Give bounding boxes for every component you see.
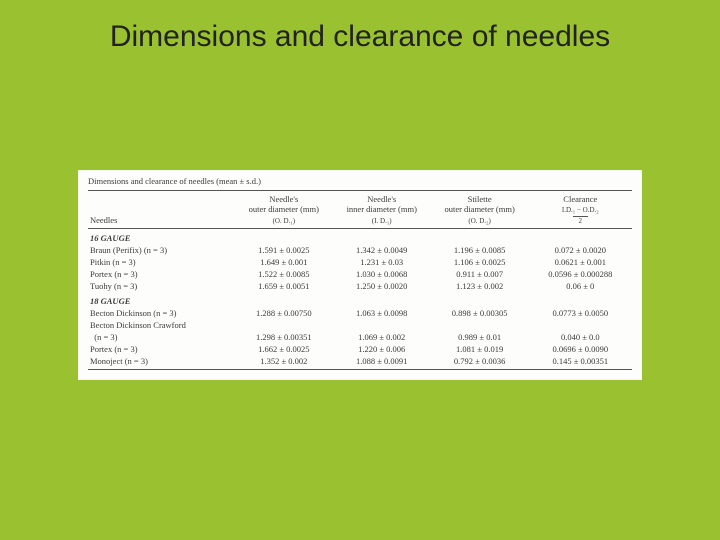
cell-value: 0.0773 ± 0.0050 [529, 307, 632, 319]
col-header-od1: Needle's outer diameter (mm) (O. D.₁) [235, 191, 333, 229]
cell-value: 1.662 ± 0.0025 [235, 343, 333, 355]
row-label: Becton Dickinson Crawford [88, 319, 235, 331]
cell-value: 1.522 ± 0.0085 [235, 268, 333, 280]
col-header-clearance: Clearance I.D.₁ − O.D.₂ 2 [529, 191, 632, 229]
cell-value: 0.911 ± 0.007 [431, 268, 529, 280]
row-label: Portex (n = 3) [88, 268, 235, 280]
section-heading: 16 GAUGE [88, 228, 632, 244]
cell-value: 1.069 ± 0.002 [333, 331, 431, 343]
row-label: Braun (Perifix) (n = 3) [88, 244, 235, 256]
cell-value: 0.06 ± 0 [529, 280, 632, 292]
needle-table: Needles Needle's outer diameter (mm) (O.… [88, 190, 632, 370]
cell-value: 0.0696 ± 0.0090 [529, 343, 632, 355]
cell-value: 1.288 ± 0.00750 [235, 307, 333, 319]
cell-value: 1.591 ± 0.0025 [235, 244, 333, 256]
cell-value: 0.040 ± 0.0 [529, 331, 632, 343]
table-caption: Dimensions and clearance of needles (mea… [88, 176, 632, 186]
cell-value: 1.196 ± 0.0085 [431, 244, 529, 256]
row-label: Becton Dickinson (n = 3) [88, 307, 235, 319]
cell-value: 0.989 ± 0.01 [431, 331, 529, 343]
table-row: Braun (Perifix) (n = 3)1.591 ± 0.00251.3… [88, 244, 632, 256]
cell-value [235, 319, 333, 331]
table-container: Dimensions and clearance of needles (mea… [78, 170, 642, 380]
cell-value [431, 319, 529, 331]
cell-value [529, 319, 632, 331]
cell-value: 1.081 ± 0.019 [431, 343, 529, 355]
table-row: (n = 3)1.298 ± 0.003511.069 ± 0.0020.989… [88, 331, 632, 343]
cell-value: 1.298 ± 0.00351 [235, 331, 333, 343]
table-row: Portex (n = 3)1.662 ± 0.00251.220 ± 0.00… [88, 343, 632, 355]
table-row: Becton Dickinson (n = 3)1.288 ± 0.007501… [88, 307, 632, 319]
cell-value: 1.088 ± 0.0091 [333, 355, 431, 370]
cell-value: 0.072 ± 0.0020 [529, 244, 632, 256]
cell-value: 1.649 ± 0.001 [235, 256, 333, 268]
cell-value: 1.659 ± 0.0051 [235, 280, 333, 292]
cell-value: 1.030 ± 0.0068 [333, 268, 431, 280]
section-heading: 18 GAUGE [88, 292, 632, 307]
cell-value: 0.792 ± 0.0036 [431, 355, 529, 370]
page-title: Dimensions and clearance of needles [0, 0, 720, 56]
row-label: Portex (n = 3) [88, 343, 235, 355]
row-label: Pitkin (n = 3) [88, 256, 235, 268]
table-row: Tuohy (n = 3)1.659 ± 0.00511.250 ± 0.002… [88, 280, 632, 292]
cell-value: 1.342 ± 0.0049 [333, 244, 431, 256]
cell-value: 1.231 ± 0.03 [333, 256, 431, 268]
cell-value: 1.106 ± 0.0025 [431, 256, 529, 268]
cell-value [333, 319, 431, 331]
table-row: Pitkin (n = 3)1.649 ± 0.0011.231 ± 0.031… [88, 256, 632, 268]
row-label: Monoject (n = 3) [88, 355, 235, 370]
cell-value: 0.0596 ± 0.000288 [529, 268, 632, 280]
cell-value: 1.250 ± 0.0020 [333, 280, 431, 292]
col-header-needles: Needles [88, 191, 235, 229]
cell-value: 0.0621 ± 0.001 [529, 256, 632, 268]
table-row: Portex (n = 3)1.522 ± 0.00851.030 ± 0.00… [88, 268, 632, 280]
row-label: Tuohy (n = 3) [88, 280, 235, 292]
table-row: Monoject (n = 3)1.352 ± 0.0021.088 ± 0.0… [88, 355, 632, 370]
row-label: (n = 3) [88, 331, 235, 343]
cell-value: 1.220 ± 0.006 [333, 343, 431, 355]
cell-value: 1.063 ± 0.0098 [333, 307, 431, 319]
table-row: Becton Dickinson Crawford [88, 319, 632, 331]
cell-value: 1.123 ± 0.002 [431, 280, 529, 292]
col-header-od2: Stilette outer diameter (mm) (O. D.₂) [431, 191, 529, 229]
cell-value: 0.145 ± 0.00351 [529, 355, 632, 370]
col-header-id1: Needle's inner diameter (mm) (I. D.₁) [333, 191, 431, 229]
cell-value: 0.898 ± 0.00305 [431, 307, 529, 319]
cell-value: 1.352 ± 0.002 [235, 355, 333, 370]
